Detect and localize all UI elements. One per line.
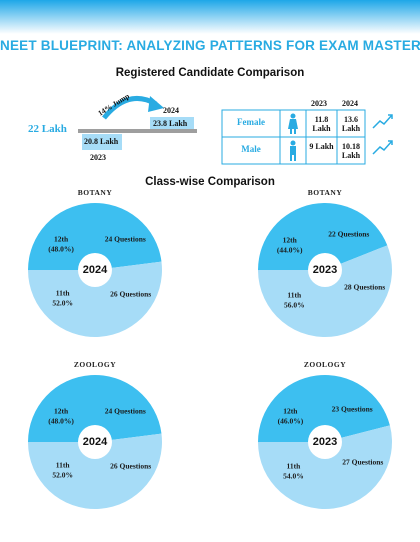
chart-subject: ZOOLOGY	[303, 360, 347, 369]
row-name: Female	[237, 117, 265, 127]
chart-year: 2024	[82, 436, 108, 448]
cell: 10.18 Lakh	[341, 142, 361, 160]
slice-label: 12th	[282, 235, 297, 245]
bar-label: 20.8 Lakh	[84, 137, 119, 146]
slice-count: 23 Questions	[331, 404, 373, 414]
donut-slice	[28, 261, 162, 337]
slice-label: 12th	[54, 234, 69, 244]
bar-year: 2023	[90, 153, 106, 162]
slice-label: 11th	[286, 461, 301, 471]
section-title: Registered Candidate Comparison	[115, 67, 305, 79]
bar-2024	[150, 117, 194, 129]
donut-hole	[78, 425, 112, 459]
header-band	[0, 0, 420, 34]
jump-arrow-head	[148, 96, 164, 112]
slice-count: 27 Questions	[342, 457, 384, 467]
donut-slice	[258, 203, 388, 270]
donut-slice	[258, 425, 392, 509]
slice-count: 26 Questions	[110, 461, 152, 471]
cell: 13.6 Lakh	[341, 115, 361, 133]
slice-percent: (48.0%)	[48, 244, 74, 254]
title: NEET BLUEPRINT: ANALYZING PATTERNS FOR E…	[0, 38, 420, 53]
table-grid	[221, 109, 366, 165]
donut-hole	[308, 253, 342, 287]
bar-year: 2024	[163, 106, 179, 115]
slice-percent: 52.0%	[52, 470, 73, 480]
slice-percent: (44.0%)	[276, 245, 303, 255]
bar-2023	[82, 134, 122, 150]
slice-label: 11th	[287, 290, 302, 300]
trend-icons	[372, 114, 393, 155]
slice-count: 24 Questions	[104, 406, 146, 416]
donut-slice	[28, 202, 162, 270]
slice-label: 11th	[55, 288, 70, 298]
total-label: 22 Lakh	[28, 123, 67, 135]
row-name: Male	[241, 144, 261, 154]
chart-subject: ZOOLOGY	[73, 360, 117, 369]
slice-count: 26 Questions	[110, 289, 152, 299]
section-title: Class-wise Comparison	[145, 176, 275, 188]
slice-count: 28 Questions	[344, 282, 386, 292]
slice-label: 11th	[55, 460, 70, 470]
table-year: 2023	[311, 99, 327, 108]
donut-slice	[258, 245, 392, 337]
slice-count: 22 Questions	[328, 229, 370, 239]
cell: 11.8 Lakh	[312, 115, 331, 133]
chart-year: 2023	[312, 436, 338, 448]
slice-percent: 54.0%	[283, 471, 304, 481]
cell: 9 Lakh	[309, 142, 334, 151]
chart-year: 2024	[82, 264, 108, 276]
chart-subject: BOTANY	[307, 188, 343, 197]
slice-percent: (46.0%)	[277, 416, 304, 426]
donut-slice	[28, 433, 162, 509]
donut-slice	[258, 375, 390, 442]
donut-hole	[308, 425, 342, 459]
donut-slice	[28, 375, 162, 442]
slice-label: 12th	[283, 406, 298, 416]
chart-year: 2023	[312, 264, 338, 276]
slice-percent: 52.0%	[52, 298, 73, 308]
female-icon	[288, 113, 298, 134]
chart-subject: BOTANY	[77, 188, 113, 197]
slice-percent: (48.0%)	[48, 416, 74, 426]
male-icon	[290, 140, 296, 161]
donut-hole	[78, 253, 112, 287]
bar-label: 23.8 Lakh	[153, 119, 188, 128]
slice-percent: 56.0%	[283, 300, 305, 310]
table-year: 2024	[342, 99, 358, 108]
slice-count: 24 Questions	[104, 234, 146, 244]
slice-label: 12th	[54, 406, 69, 416]
